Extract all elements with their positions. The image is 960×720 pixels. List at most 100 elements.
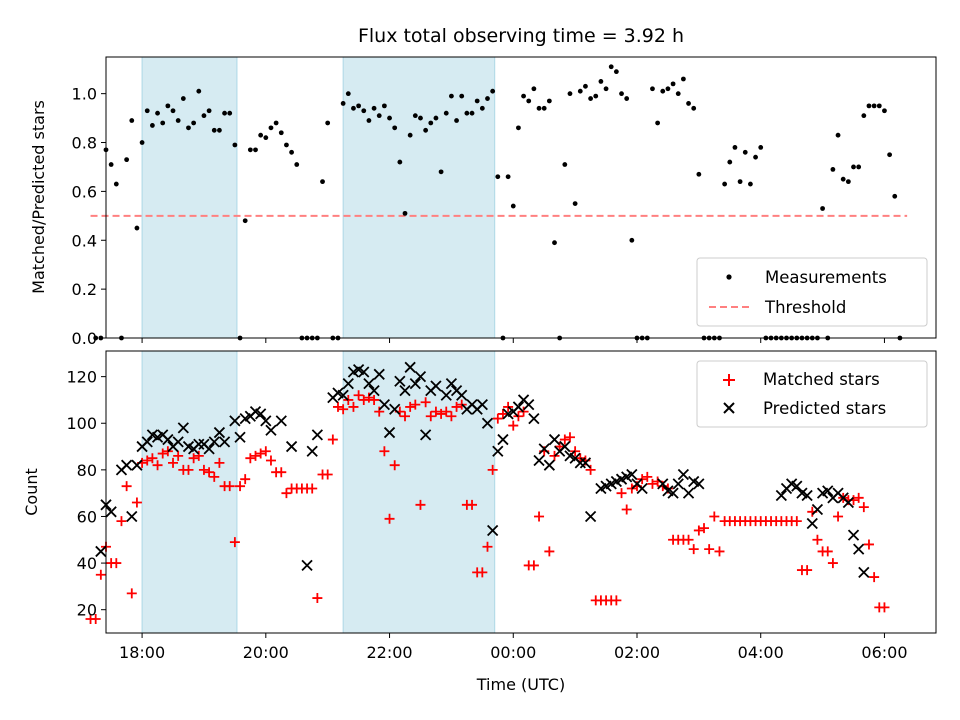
matched-point [193, 450, 204, 461]
measurement-point [124, 157, 130, 163]
measurement-point [531, 86, 537, 92]
x-tick-label: 22:00 [366, 643, 412, 662]
matched-point [853, 492, 864, 503]
predicted-point [801, 489, 813, 502]
matched-point [858, 502, 869, 513]
predicted-point [672, 478, 684, 490]
measurement-point [149, 123, 155, 128]
legend-matched-label: Matched stars [763, 370, 880, 389]
measurement-point [392, 125, 398, 131]
measurement-point [691, 105, 697, 111]
matched-point [410, 399, 421, 410]
matched-point [131, 497, 142, 508]
measurement-point [536, 105, 542, 111]
matched-point [611, 595, 622, 606]
y-tick-label: 20 [77, 601, 97, 620]
y-tick-label: 1.0 [72, 85, 97, 104]
matched-point [384, 513, 395, 524]
matched-point [281, 488, 292, 499]
predicted-point [456, 389, 468, 401]
measurement-point [144, 108, 150, 114]
matched-point [121, 481, 132, 492]
predicted-point [162, 433, 174, 446]
top-legend-box [696, 257, 928, 327]
matched-point [147, 453, 158, 464]
predicted-point [492, 445, 504, 457]
predicted-point [208, 436, 220, 448]
shaded-interval [141, 56, 238, 339]
matched-point [126, 588, 137, 599]
bottom-legend: Matched stars Predicted stars [696, 360, 928, 428]
y-tick-label: 0.4 [72, 231, 97, 250]
top-shaded-intervals [141, 56, 496, 339]
measurement-point [670, 81, 676, 87]
measurement-point [871, 103, 877, 109]
predicted-point [791, 480, 803, 492]
matched-point [229, 537, 240, 548]
predicted-point [657, 478, 669, 490]
predicted-point [440, 389, 452, 401]
y-tick-label: 0.6 [72, 182, 97, 201]
predicted-point [409, 377, 421, 390]
predicted-point [213, 426, 226, 439]
measurement-point [485, 96, 490, 101]
matched-point [338, 404, 349, 415]
top-panel: 0.0 0.2 0.4 0.6 0.8 1.0 Matched/Predicted sta… [29, 56, 937, 348]
matched-point [332, 401, 343, 412]
predicted-point [177, 422, 189, 434]
y-tick-label: 0.2 [72, 280, 97, 299]
measurement-point [139, 140, 145, 145]
predicted-point [203, 443, 215, 455]
measurement-point [438, 169, 444, 175]
measurement-point [242, 218, 248, 224]
predicted-point [636, 482, 648, 495]
predicted-point [275, 415, 287, 427]
matched-point [152, 460, 163, 471]
measurement-point [686, 101, 691, 106]
measurement-point [552, 240, 557, 246]
predicted-point [265, 424, 277, 436]
predicted-point [481, 417, 494, 429]
matched-point [683, 534, 694, 545]
measurement-point [665, 86, 671, 92]
predicted-point [574, 457, 586, 469]
y-tick-label: 0.0 [72, 329, 97, 348]
measurement-point [748, 181, 753, 187]
measurement-point [830, 167, 836, 172]
measurement-point [593, 93, 599, 99]
measurement-point [196, 88, 202, 94]
matched-point [467, 499, 478, 510]
measurement-point [866, 103, 872, 109]
measurement-point [845, 179, 851, 185]
measurement-point [165, 103, 171, 109]
measurement-point [134, 225, 140, 231]
matched-point [869, 572, 880, 583]
predicted-point [373, 368, 385, 380]
predicted-point [445, 377, 458, 390]
measurement-point [93, 335, 99, 341]
top-x-ticks [141, 338, 885, 343]
measurement-point [98, 335, 104, 341]
measurement-point [459, 93, 465, 99]
matched-point [240, 474, 251, 485]
measurement-point [227, 110, 233, 116]
measurement-point [613, 69, 619, 75]
measurement-point [340, 101, 346, 106]
predicted-point [584, 510, 597, 523]
predicted-point [842, 496, 854, 509]
matched-point [322, 469, 333, 480]
predicted-point [677, 468, 690, 481]
matched-point [358, 394, 369, 405]
matched-point [863, 539, 874, 550]
predicted-point [378, 398, 391, 411]
predicted-point [131, 459, 143, 471]
matched-point [307, 483, 318, 494]
predicted-point [430, 380, 442, 392]
measurement-point [732, 145, 738, 150]
matched-point [214, 457, 225, 468]
predicted-point [141, 436, 153, 448]
measurement-point [180, 96, 186, 101]
matched-point [647, 478, 658, 489]
measurement-point [479, 105, 485, 111]
